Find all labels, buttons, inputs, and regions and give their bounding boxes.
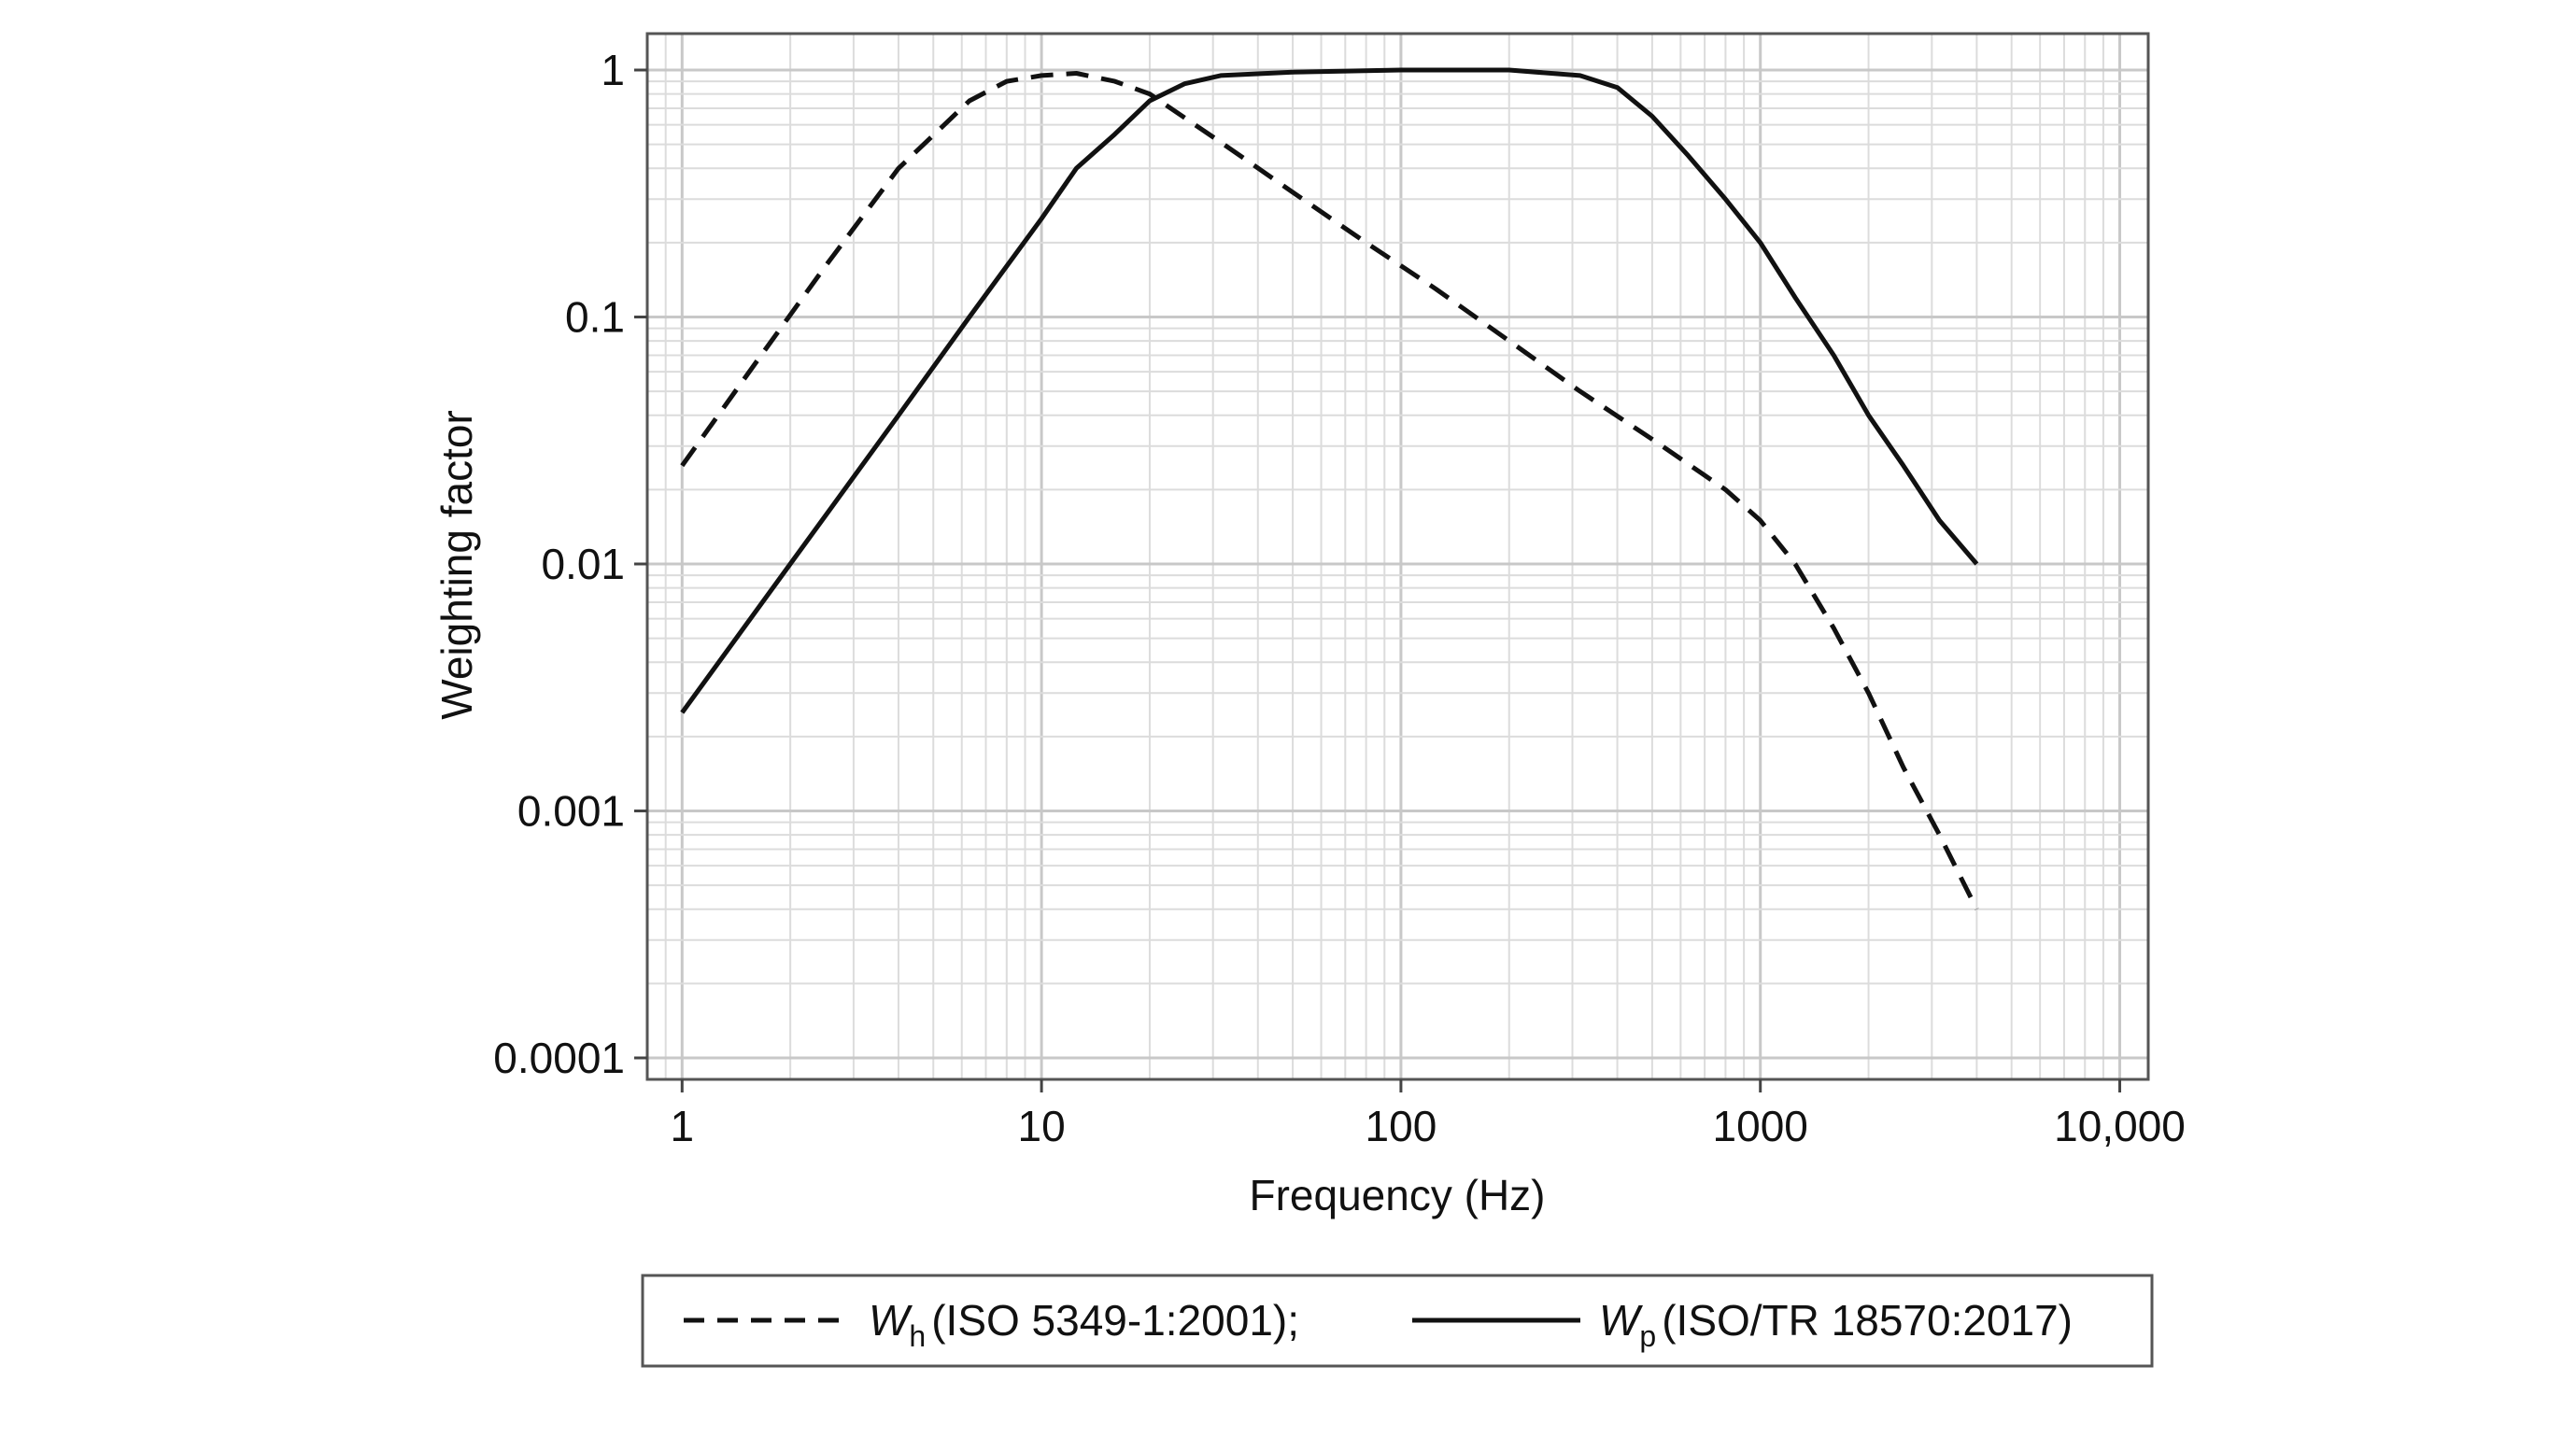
- y-tick-label: 0.001: [517, 787, 625, 836]
- x-tick-label: 10: [1018, 1102, 1066, 1150]
- y-axis-label: Weighting factor: [432, 410, 481, 720]
- y-tick-label: 1: [601, 46, 625, 94]
- x-axis-label: Frequency (Hz): [1250, 1171, 1546, 1219]
- legend-text-wh: (ISO 5349-1:2001);: [931, 1296, 1299, 1345]
- legend-symbol-wh: W: [869, 1296, 913, 1345]
- series-lines: [680, 67, 1979, 910]
- x-tick-label: 1: [670, 1102, 694, 1150]
- x-tick-label: 1000: [1713, 1102, 1808, 1150]
- legend-label-wh: Wh (ISO 5349-1:2001);: [869, 1296, 1299, 1353]
- y-tick-label: 0.01: [541, 540, 625, 588]
- plot-frame: [645, 32, 2150, 1081]
- series-line-wh: [680, 71, 1979, 910]
- legend-subscript-wp: p: [1639, 1319, 1656, 1353]
- legend-subscript-wh: h: [909, 1319, 926, 1353]
- legend-label-wp: Wp (ISO/TR 18570:2017): [1599, 1296, 2073, 1353]
- legend-text-wp: (ISO/TR 18570:2017): [1662, 1296, 2073, 1345]
- x-tick-label: 10,000: [2054, 1102, 2186, 1150]
- legend-symbol-wp: W: [1599, 1296, 1644, 1345]
- series-line-wp: [680, 67, 1979, 714]
- x-tick-label: 100: [1366, 1102, 1437, 1150]
- y-tick-label: 0.0001: [493, 1034, 625, 1082]
- legend: Wh (ISO 5349-1:2001); Wp (ISO/TR 18570:201…: [641, 1274, 2154, 1368]
- axis-ticks: 1 10 100 1000 10,000 0.0001 0.001 0.01 0.1 1: [493, 46, 2186, 1150]
- y-tick-label: 0.1: [565, 293, 625, 342]
- legend-box: [641, 1274, 2154, 1368]
